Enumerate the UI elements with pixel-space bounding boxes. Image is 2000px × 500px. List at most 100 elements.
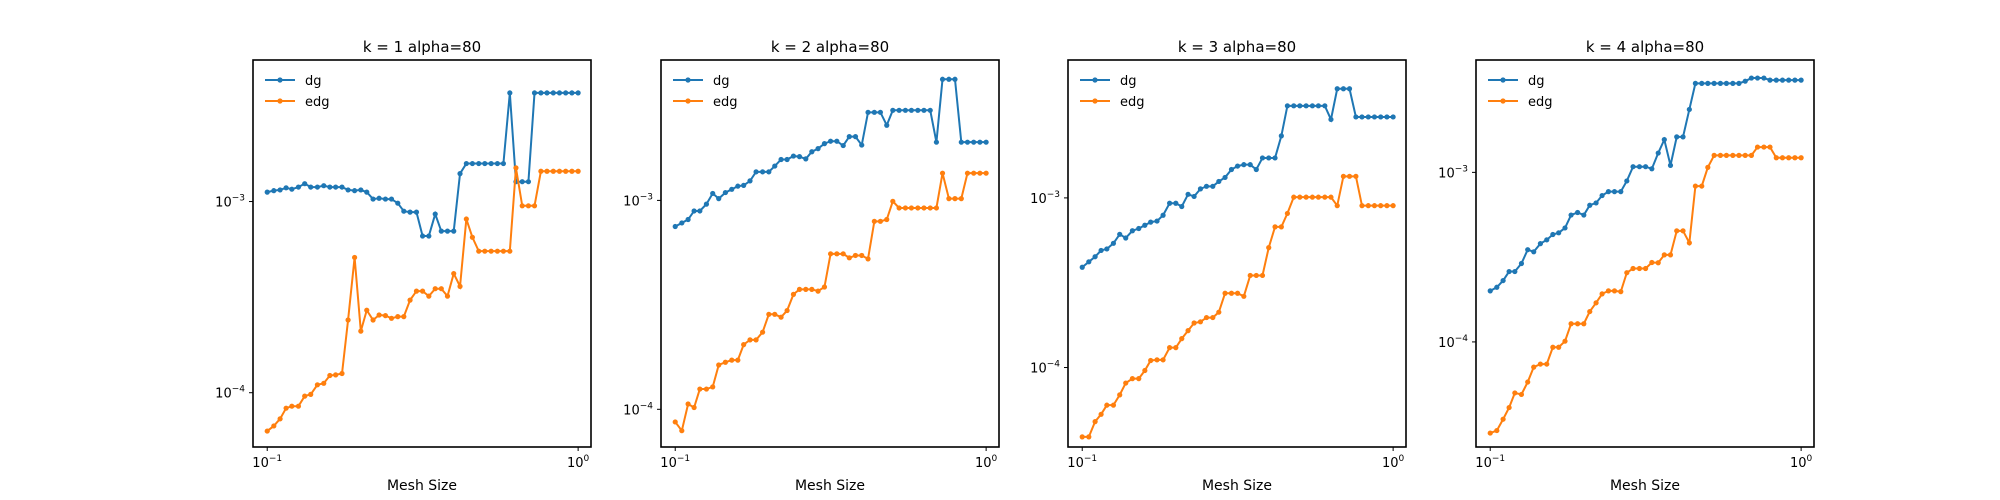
data-point-dg [1136,225,1142,232]
data-point-dg [457,171,463,177]
data-point-edg [865,256,871,262]
data-point-dg [1241,162,1247,168]
data-point-edg [488,248,494,254]
data-point-edg [538,168,544,174]
data-point-edg [419,288,426,294]
data-point-edg [401,314,407,320]
data-point-dg [1748,75,1755,81]
x-tick-label: 100 [1382,454,1405,471]
data-point-edg [1636,265,1643,272]
legend-label-edg: edg [1528,95,1553,110]
data-point-dg [1110,240,1117,246]
data-point-dg [1191,193,1197,200]
data-point-edg [964,170,971,176]
data-point-dg [1092,254,1098,260]
data-point-edg [1203,314,1210,321]
chart-panel-1: k = 1 alpha=80 10−1 100 10−4 10−3 Mesh Size dg… [215,38,592,494]
data-point-dg [277,187,283,193]
legend: dg edg [1080,74,1145,110]
x-axis-label: Mesh Size [1610,478,1680,494]
data-point-edg [821,284,828,290]
data-point-dg [915,107,921,113]
data-point-dg [1786,77,1792,83]
data-point-dg [1550,231,1556,238]
data-point-edg [1303,194,1309,200]
data-point-dg [1599,192,1605,199]
data-point-dg [1674,134,1680,140]
data-point-edg [1378,203,1384,209]
data-point-edg [846,255,852,261]
data-point-dg [722,189,729,196]
data-point-dg [1309,103,1316,109]
data-point-edg [432,286,438,292]
y-tick-label: 10−4 [1438,334,1468,351]
data-point-edg [476,248,482,254]
data-point-dg [1173,200,1179,206]
data-point-dg [710,190,716,197]
legend-marker-edg [1500,98,1506,104]
data-point-dg [1730,80,1736,86]
data-point-dg [983,139,989,145]
data-point-dg [921,107,927,113]
legend-label-dg: dg [1528,74,1545,89]
data-point-dg [1723,80,1730,86]
data-point-edg [716,362,722,368]
data-point-edg [1550,344,1556,350]
data-point-dg [834,138,840,144]
data-point-edg [494,248,501,254]
data-point-dg [1179,203,1185,210]
y-tick-label: 10−3 [215,194,245,211]
data-point-edg [809,286,815,292]
series-edg [264,165,581,434]
data-point-edg [1581,321,1587,327]
data-point-dg [964,139,971,145]
data-point-edg [1123,380,1129,386]
data-point-dg [1222,174,1228,181]
series-line-dg [267,91,579,238]
series-line-edg [1082,175,1394,438]
data-point-edg [444,293,451,299]
data-point-dg [1699,80,1705,86]
data-point-dg [295,184,302,190]
data-point-edg [1717,152,1724,158]
data-point-edg [1518,391,1525,398]
x-tick-label: 10−1 [1067,454,1097,471]
data-point-edg [1247,272,1253,279]
data-point-edg [1334,203,1340,209]
data-point-edg [1136,376,1142,382]
data-point-dg [939,76,946,82]
data-point-dg [1487,288,1493,294]
data-point-dg [1167,200,1173,206]
data-point-edg [1649,259,1655,266]
data-point-edg [760,329,766,335]
data-point-edg [796,286,803,292]
plot-frame [1067,59,1407,448]
data-point-edg [1792,155,1798,161]
x-tick-label: 100 [1790,454,1813,471]
data-point-edg [946,196,952,202]
data-point-edg [345,317,351,323]
y-tick-label: 10−3 [1030,190,1060,207]
data-point-edg [1315,194,1322,200]
data-point-edg [1500,416,1506,422]
data-point-edg [451,270,457,277]
data-point-dg [1575,209,1581,216]
data-point-dg [358,187,364,193]
data-point-dg [685,216,691,223]
chart-panel-4: k = 4 alpha=80 10−1 100 10−4 10−3 Mesh Size dg… [1438,38,1815,494]
data-point-dg [815,146,821,152]
data-point-edg [1575,321,1581,327]
data-point-dg [1742,78,1748,84]
data-point-dg [877,109,884,115]
data-point-edg [407,297,413,303]
series-line-edg [674,172,987,433]
data-point-dg [691,208,697,214]
data-point-dg [1197,186,1204,192]
data-point-dg [1142,222,1148,228]
data-point-dg [1284,103,1290,109]
data-point-edg [388,315,395,321]
data-point-dg [1568,212,1574,218]
data-point-dg [1779,77,1786,83]
chart-panel-3: k = 3 alpha=80 10−1 100 10−4 10−3 Mesh Size dg… [1030,38,1407,494]
data-point-dg [827,138,834,144]
